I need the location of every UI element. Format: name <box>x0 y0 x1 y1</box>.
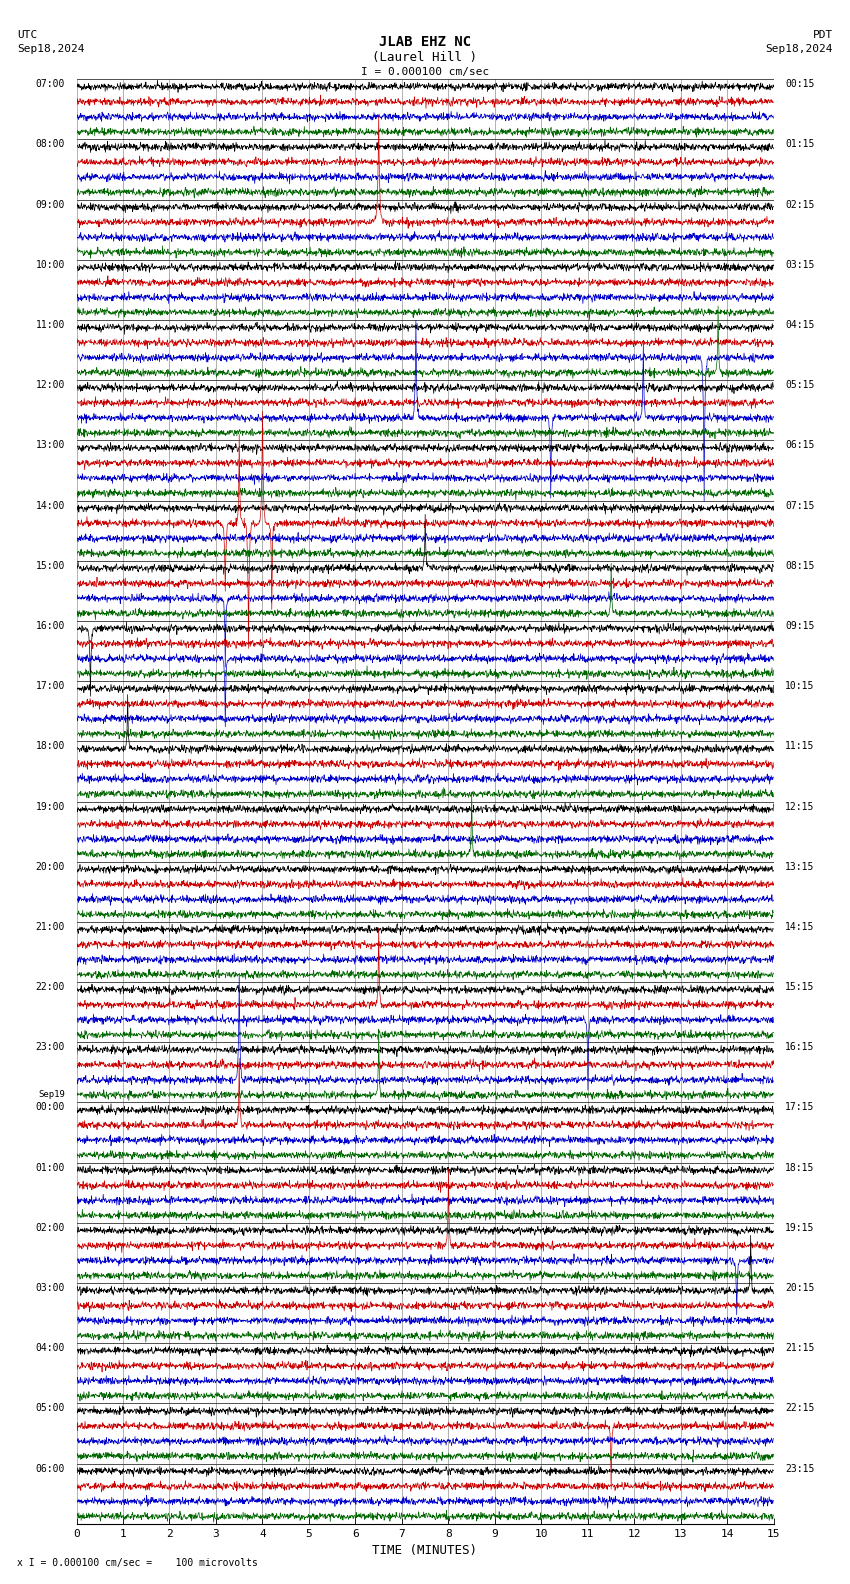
Text: 08:15: 08:15 <box>785 561 814 570</box>
Text: 15:15: 15:15 <box>785 982 814 992</box>
Text: Sep18,2024: Sep18,2024 <box>766 44 833 54</box>
Text: 23:00: 23:00 <box>36 1042 65 1052</box>
Text: 20:15: 20:15 <box>785 1283 814 1293</box>
Text: 21:15: 21:15 <box>785 1343 814 1353</box>
Text: 08:00: 08:00 <box>36 139 65 149</box>
Text: 09:00: 09:00 <box>36 200 65 209</box>
Text: 15:00: 15:00 <box>36 561 65 570</box>
Text: 17:00: 17:00 <box>36 681 65 691</box>
Text: 19:00: 19:00 <box>36 802 65 811</box>
Text: 16:00: 16:00 <box>36 621 65 630</box>
Text: 12:15: 12:15 <box>785 802 814 811</box>
Text: 10:00: 10:00 <box>36 260 65 269</box>
Text: 09:15: 09:15 <box>785 621 814 630</box>
Text: 04:15: 04:15 <box>785 320 814 329</box>
Text: 10:15: 10:15 <box>785 681 814 691</box>
X-axis label: TIME (MINUTES): TIME (MINUTES) <box>372 1544 478 1557</box>
Text: 13:00: 13:00 <box>36 440 65 450</box>
Text: x I = 0.000100 cm/sec =    100 microvolts: x I = 0.000100 cm/sec = 100 microvolts <box>17 1559 258 1568</box>
Text: 16:15: 16:15 <box>785 1042 814 1052</box>
Text: 07:15: 07:15 <box>785 501 814 510</box>
Text: 03:00: 03:00 <box>36 1283 65 1293</box>
Text: 04:00: 04:00 <box>36 1343 65 1353</box>
Text: 11:15: 11:15 <box>785 741 814 751</box>
Text: JLAB EHZ NC: JLAB EHZ NC <box>379 35 471 49</box>
Text: 23:15: 23:15 <box>785 1464 814 1473</box>
Text: 05:15: 05:15 <box>785 380 814 390</box>
Text: 22:15: 22:15 <box>785 1403 814 1413</box>
Text: 00:15: 00:15 <box>785 79 814 89</box>
Text: Sep19: Sep19 <box>38 1090 65 1099</box>
Text: 17:15: 17:15 <box>785 1102 814 1112</box>
Text: 12:00: 12:00 <box>36 380 65 390</box>
Text: 07:00: 07:00 <box>36 79 65 89</box>
Text: 18:15: 18:15 <box>785 1163 814 1172</box>
Text: 01:15: 01:15 <box>785 139 814 149</box>
Text: 21:00: 21:00 <box>36 922 65 931</box>
Text: 02:15: 02:15 <box>785 200 814 209</box>
Text: 06:15: 06:15 <box>785 440 814 450</box>
Text: 13:15: 13:15 <box>785 862 814 871</box>
Text: 18:00: 18:00 <box>36 741 65 751</box>
Text: 05:00: 05:00 <box>36 1403 65 1413</box>
Text: I = 0.000100 cm/sec: I = 0.000100 cm/sec <box>361 67 489 76</box>
Text: 03:15: 03:15 <box>785 260 814 269</box>
Text: 19:15: 19:15 <box>785 1223 814 1232</box>
Text: 02:00: 02:00 <box>36 1223 65 1232</box>
Text: 11:00: 11:00 <box>36 320 65 329</box>
Text: UTC: UTC <box>17 30 37 40</box>
Text: PDT: PDT <box>813 30 833 40</box>
Text: 14:00: 14:00 <box>36 501 65 510</box>
Text: 22:00: 22:00 <box>36 982 65 992</box>
Text: (Laurel Hill ): (Laurel Hill ) <box>372 51 478 63</box>
Text: 01:00: 01:00 <box>36 1163 65 1172</box>
Text: Sep18,2024: Sep18,2024 <box>17 44 84 54</box>
Text: 20:00: 20:00 <box>36 862 65 871</box>
Text: 00:00: 00:00 <box>36 1102 65 1112</box>
Text: 14:15: 14:15 <box>785 922 814 931</box>
Text: 06:00: 06:00 <box>36 1464 65 1473</box>
